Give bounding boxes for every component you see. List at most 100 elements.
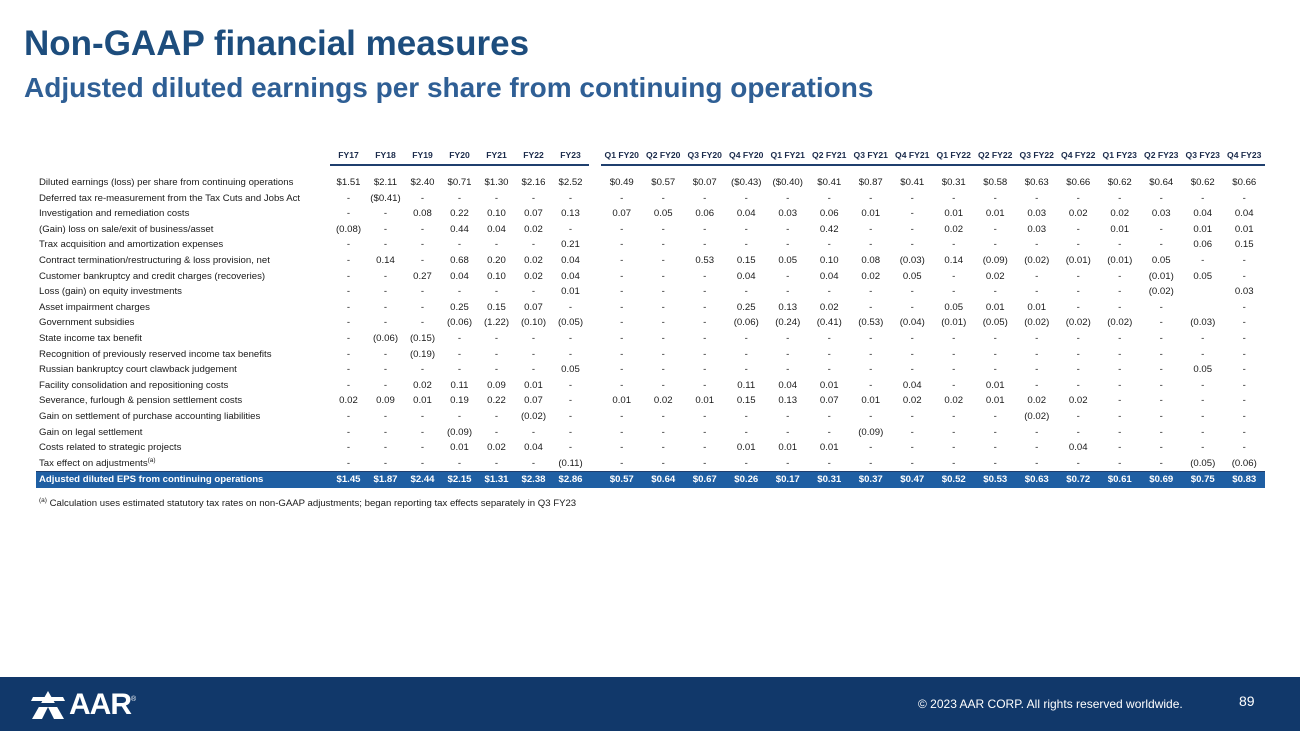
table-row: (Gain) loss on sale/exit of business/ass… (36, 222, 1265, 238)
table-cell: - (531, 457, 536, 469)
table-cell: - (1159, 364, 1163, 376)
table-cell: - (1242, 379, 1246, 391)
column-header: Q2 FY20 (642, 147, 684, 166)
table-cell: - (457, 332, 462, 344)
table-cell: - (910, 301, 914, 313)
table-cell: - (744, 286, 748, 298)
table-cell: - (786, 286, 790, 298)
table-cell: - (620, 239, 624, 251)
table-cell: - (661, 254, 665, 266)
table-cell: - (993, 332, 997, 344)
table-cell: 0.04 (1068, 442, 1088, 454)
header-blank (36, 147, 330, 165)
table-cell: (0.09) (858, 426, 884, 438)
table-cell: 0.01 (985, 395, 1005, 407)
table-cell: 0.05 (1193, 364, 1213, 376)
table-cell: 0.01 (985, 379, 1005, 391)
row-label: Customer bankruptcy and credit charges (… (36, 269, 330, 285)
table-cell: - (620, 270, 624, 282)
table-cell: - (531, 286, 536, 298)
table-cell: ($0.41) (370, 192, 401, 204)
row-label-text: Deferred tax re-measurement from the Tax… (39, 192, 301, 204)
table-cell: 0.01 (861, 208, 881, 220)
table-cell: 0.21 (561, 239, 580, 251)
table-cell: - (744, 410, 748, 422)
column-header: Q3 FY23 (1182, 147, 1224, 166)
table-cell: (0.01) (941, 317, 967, 329)
table-cell: - (620, 332, 624, 344)
table-cell: (0.02) (1024, 254, 1050, 266)
table-cell: - (568, 192, 573, 204)
table-cell: $0.17 (767, 471, 809, 489)
row-label-text: Loss (gain) on equity investments (39, 286, 182, 298)
table-cell: - (661, 317, 665, 329)
table-cell: - (744, 426, 748, 438)
table-cell: - (568, 426, 573, 438)
table-cell: - (1035, 239, 1039, 251)
table-cell: - (383, 457, 388, 469)
table-cell: 0.13 (561, 208, 580, 220)
table-cell: $2.16 (521, 177, 546, 188)
table-cell: $0.72 (1057, 471, 1099, 489)
table-cell: (0.01) (1148, 270, 1174, 282)
table-cell: - (744, 223, 748, 235)
column-gap (589, 456, 601, 472)
table-cell: 0.07 (524, 301, 543, 313)
table-cell: $2.44 (404, 471, 441, 489)
table-cell: $0.26 (725, 471, 767, 489)
table-cell: - (494, 426, 499, 438)
table-row: Tax effect on adjustments(a) - - - - - - (0.11)… (36, 456, 1265, 472)
row-label: Recognition of previously reserved incom… (36, 347, 330, 363)
table-cell: - (1076, 286, 1080, 298)
table-cell: 0.05 (1151, 254, 1171, 266)
table-cell: - (568, 410, 573, 422)
column-header: Q4 FY21 (891, 147, 933, 166)
table-cell: (0.09) (982, 254, 1008, 266)
table-cell: - (1035, 332, 1039, 344)
table-cell: - (993, 410, 997, 422)
table-cell: - (568, 442, 573, 454)
table-cell: - (383, 442, 388, 454)
table-cell: - (661, 457, 665, 469)
table-cell: - (1076, 270, 1080, 282)
table-cell: - (494, 239, 499, 251)
table-cell: 0.25 (736, 301, 756, 313)
table-cell (1182, 300, 1224, 316)
table-cell: - (1201, 410, 1205, 422)
column-gap (589, 425, 601, 441)
table-cell: 0.07 (524, 395, 543, 407)
table-cell: 0.04 (561, 254, 580, 266)
table-cell: 0.01 (819, 379, 839, 391)
table-row: State income tax benefit - (0.06) (0.15) - - -… (36, 331, 1265, 347)
table-cell: - (531, 348, 536, 360)
table-cell: - (827, 410, 831, 422)
table-cell: 0.09 (487, 379, 506, 391)
table-cell: - (993, 348, 997, 360)
column-header: Q4 FY22 (1057, 147, 1099, 166)
table-cell: 0.13 (778, 301, 798, 313)
table-cell: $2.11 (373, 177, 398, 188)
table-cell: - (1159, 348, 1163, 360)
table-cell: $0.52 (933, 471, 975, 489)
table-cell: - (661, 426, 665, 438)
table-cell: $0.66 (1232, 177, 1257, 188)
table-row: Government subsidies - - - (0.06) (1.22) (0.10… (36, 315, 1265, 331)
table-cell: - (1242, 426, 1246, 438)
table-cell: 0.15 (1234, 239, 1254, 251)
table-cell: - (383, 208, 388, 220)
table-cell: - (661, 379, 665, 391)
table-cell: $1.51 (336, 177, 361, 188)
table-cell: $2.40 (410, 177, 435, 188)
table-cell: 0.05 (944, 301, 964, 313)
table-cell: 0.07 (524, 208, 543, 220)
table-cell: - (494, 457, 499, 469)
table-cell: - (1242, 395, 1246, 407)
table-cell: 0.05 (561, 364, 580, 376)
table-cell: 0.04 (487, 223, 506, 235)
row-label: Deferred tax re-measurement from the Tax… (36, 191, 330, 207)
table-cell: 0.01 (819, 442, 839, 454)
table-cell: - (661, 410, 665, 422)
table-cell: - (869, 442, 873, 454)
table-cell: (0.24) (775, 317, 801, 329)
row-label: Gain on settlement of purchase accountin… (36, 409, 330, 425)
